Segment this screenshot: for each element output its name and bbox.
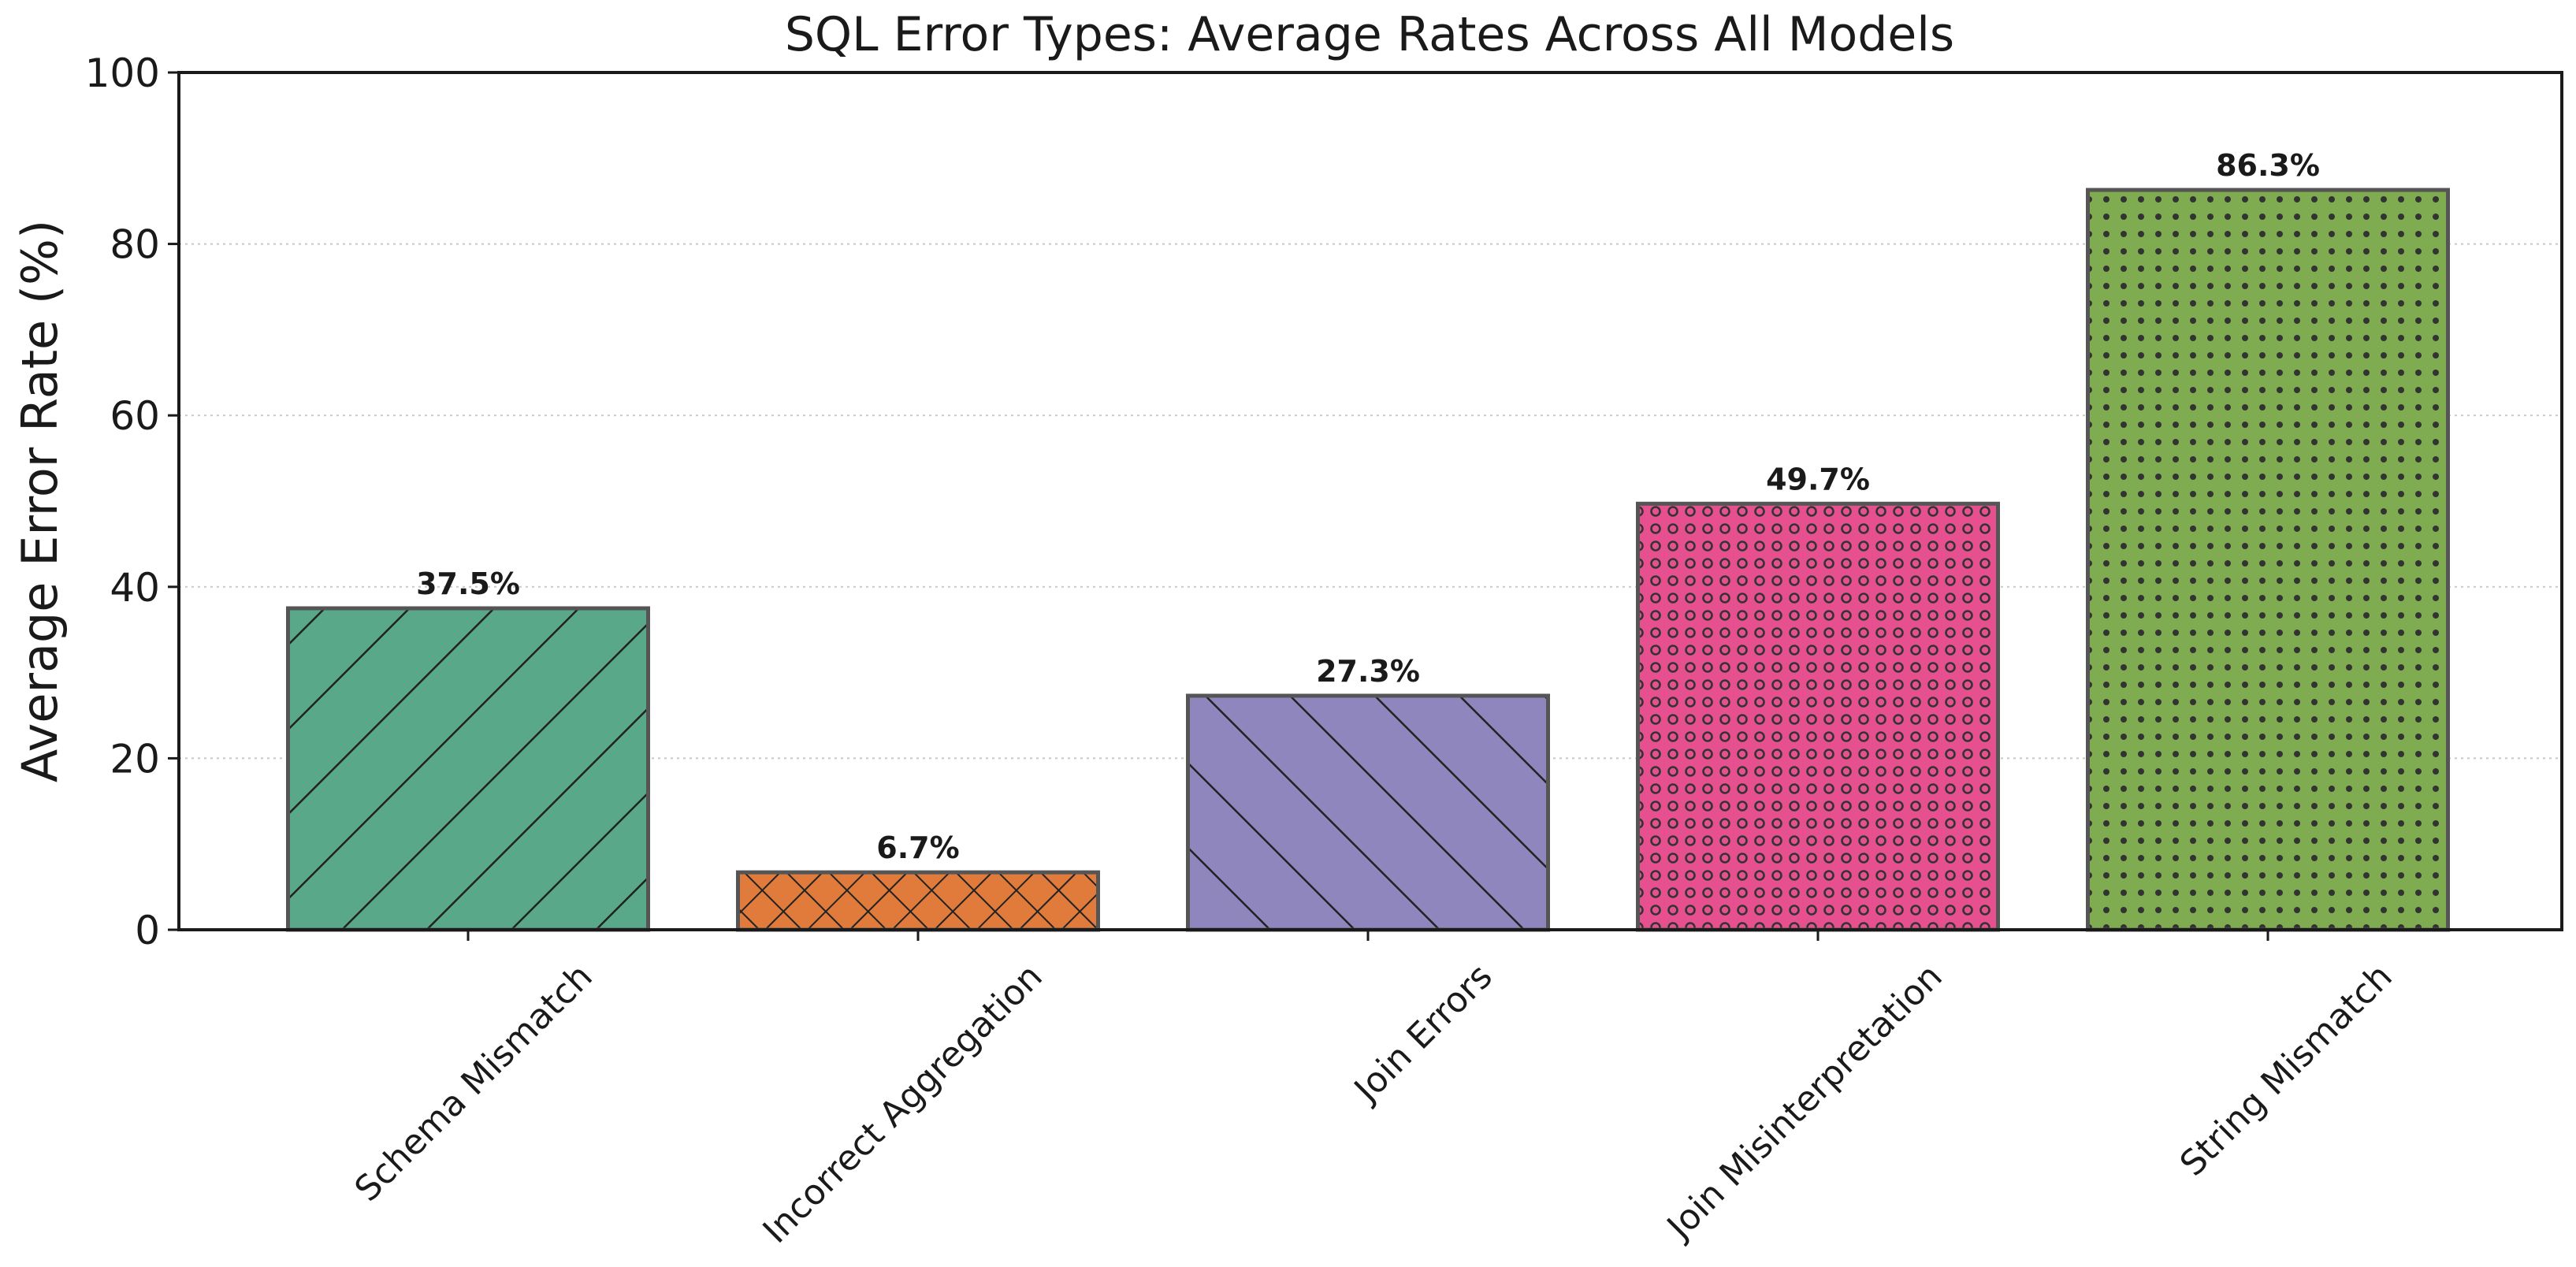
bar-hatch — [738, 872, 1098, 930]
bar-join-errors — [1186, 693, 1550, 932]
bar-schema-mismatch — [286, 606, 650, 932]
bar-incorrect-aggregation — [736, 870, 1100, 932]
y-tick-label: 20 — [110, 736, 160, 782]
y-tick-label: 60 — [110, 393, 160, 439]
plot-frame — [177, 71, 2563, 931]
data-label: 27.3% — [1316, 654, 1420, 689]
bars — [286, 188, 2450, 932]
x-axis-ticks: Schema Mismatch Incorrect Aggregation Join… — [348, 930, 2400, 1251]
y-tick-label: 40 — [110, 565, 160, 611]
x-tick-label: Incorrect Aggregation — [756, 957, 1050, 1251]
y-tick-label: 100 — [85, 50, 160, 96]
bar-hatch — [1637, 503, 1998, 930]
y-tick-label: 80 — [110, 222, 160, 268]
y-axis-ticks: 0 20 40 60 80 100 — [85, 50, 179, 953]
bar-string-mismatch — [2086, 188, 2450, 932]
bar-hatch — [2087, 190, 2448, 930]
y-axis-label: Average Error Rate (%) — [11, 220, 69, 782]
x-tick-label: Join Errors — [1345, 957, 1500, 1112]
data-labels: 37.5% 6.7% 27.3% 49.7% 86.3% — [416, 148, 2320, 865]
x-tick-label: String Mismatch — [2173, 957, 2400, 1184]
data-label: 49.7% — [1766, 462, 1870, 496]
bar-join-misinterpretation — [1636, 501, 2000, 932]
x-tick-label: Schema Mismatch — [348, 957, 600, 1209]
data-label: 86.3% — [2216, 148, 2320, 183]
data-label: 37.5% — [416, 567, 520, 601]
chart-title: SQL Error Types: Average Rates Across Al… — [785, 7, 1954, 62]
bar-hatch — [288, 608, 649, 930]
x-tick-label: Join Misinterpretation — [1658, 957, 1950, 1249]
y-tick-label: 0 — [135, 908, 160, 953]
bar-hatch — [1188, 695, 1548, 930]
data-label: 6.7% — [876, 830, 959, 865]
